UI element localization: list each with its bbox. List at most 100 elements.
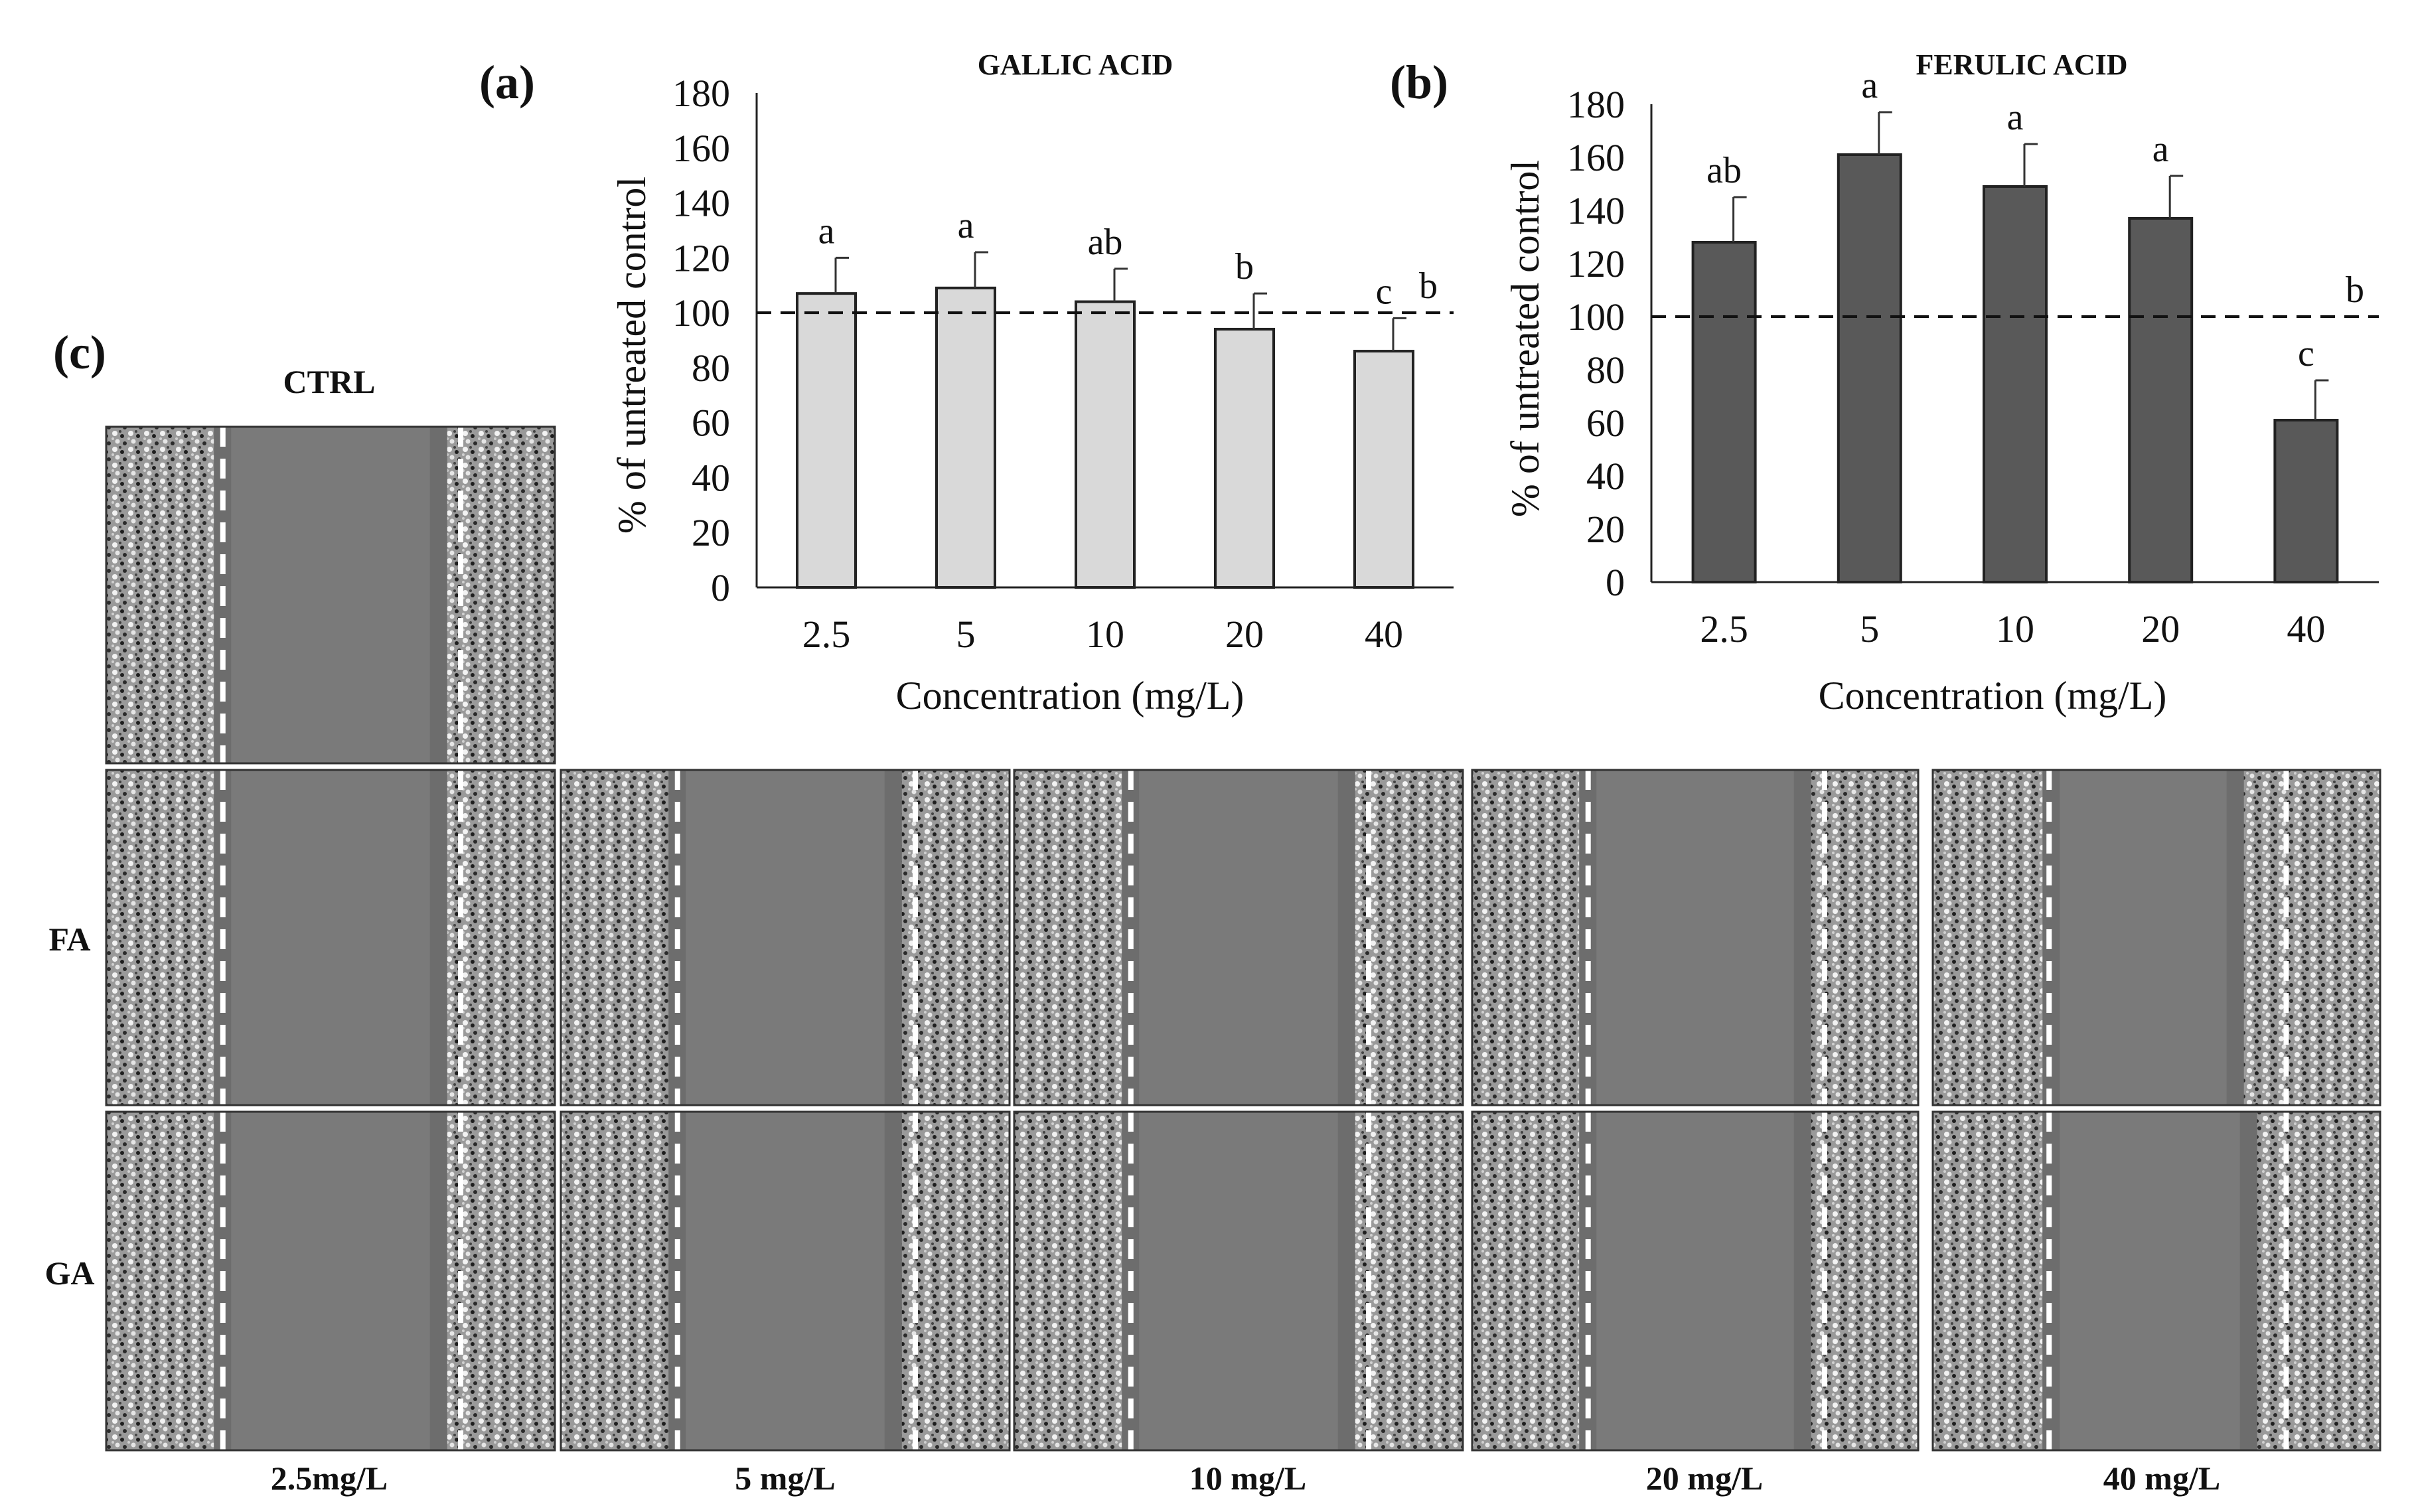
chart-b-significance-label: a	[1861, 65, 1878, 106]
col-label-10: 10 mg/L	[1189, 1460, 1306, 1497]
panel-b-label: (b)	[1390, 56, 1448, 109]
chart-a-ytick: 20	[692, 511, 730, 554]
chart-a-plot: 0 20 40 60 80 100 120 140 160 180 a 2.5 a 5 ab 10 b 20 c 40…	[672, 72, 1454, 656]
micrograph-frame	[1471, 769, 1920, 1106]
chart-a-significance-label: a	[958, 205, 974, 246]
row-label-ga: GA	[45, 1254, 95, 1292]
micrograph-frame	[1931, 769, 2381, 1106]
chart-a-ytick: 40	[692, 456, 730, 499]
chart-a-ylabel: % of untreated control	[610, 177, 654, 534]
chart-b-ytick: 120	[1567, 242, 1625, 285]
micrograph-ctrl	[105, 425, 556, 765]
chart-a-bar	[935, 286, 996, 589]
chart-b-significance-label: a	[2007, 97, 2024, 138]
chart-b-ytick: 160	[1567, 136, 1625, 179]
chart-a-significance-label: ab	[1088, 222, 1123, 263]
chart-b-bar	[1983, 185, 2048, 583]
chart-b-ytick: 80	[1586, 348, 1625, 392]
wound-edge	[429, 1112, 447, 1450]
micrograph-frame	[105, 1110, 556, 1452]
wound-gap	[214, 770, 447, 1105]
wound-gap	[668, 1112, 902, 1450]
chart-b-xtick: 5	[1860, 607, 1879, 650]
micrograph-frame	[560, 1110, 1011, 1452]
chart-a-ytick: 120	[672, 236, 730, 279]
col-label-40: 40 mg/L	[2103, 1460, 2220, 1497]
chart-b-ytick: 40	[1586, 455, 1625, 498]
chart-a-title: GALLIC ACID	[978, 48, 1173, 81]
wound-edge	[884, 770, 902, 1105]
chart-a-xlabel: Concentration (mg/L)	[896, 674, 1244, 718]
wound-gap	[1122, 1112, 1355, 1450]
chart-b-significance-label: c	[2298, 333, 2314, 374]
chart-a-ytick: 140	[672, 182, 730, 225]
chart-a-xtick: 2.5	[802, 613, 851, 656]
micrograph-grid	[105, 425, 2381, 1452]
chart-b-bar	[1837, 153, 1902, 583]
micrograph-ga-4	[1471, 1110, 1920, 1452]
wound-gap	[2042, 1112, 2257, 1450]
wound-gap	[214, 1112, 447, 1450]
chart-b-control-significance: b	[2346, 269, 2364, 311]
chart-a-ytick: 160	[672, 127, 730, 170]
col-label-2-5: 2.5mg/L	[271, 1460, 388, 1497]
panel-a-label: (a)	[479, 56, 535, 109]
chart-a-ytick: 100	[672, 291, 730, 335]
chart-b-xtick: 10	[1996, 607, 2034, 650]
chart-b-ytick: 140	[1567, 189, 1625, 232]
col-label-20: 20 mg/L	[1646, 1460, 1763, 1497]
chart-b-xtick: 20	[2141, 607, 2180, 650]
ctrl-label: CTRL	[283, 363, 376, 400]
wound-gap	[1579, 1112, 1811, 1450]
chart-b-ytick: 180	[1567, 83, 1625, 126]
micrograph-fa-5	[1931, 769, 2381, 1106]
micrograph-ga-1	[105, 1110, 556, 1452]
row-label-fa: FA	[49, 921, 91, 958]
chart-b-ylabel: % of untreated control	[1503, 160, 1547, 517]
chart-a-xtick: 40	[1365, 613, 1403, 656]
chart-b-xtick: 40	[2287, 607, 2325, 650]
chart-b-title: FERULIC ACID	[1916, 48, 2127, 81]
wound-edge	[1793, 770, 1811, 1105]
chart-b-significance-label: ab	[1706, 150, 1742, 191]
chart-a-bar	[1353, 350, 1414, 589]
wound-edge	[429, 427, 447, 763]
micrograph-frame	[105, 425, 556, 765]
wound-gap	[1579, 770, 1811, 1105]
chart-a-xtick: 5	[956, 613, 976, 656]
micrograph-fa-3	[1013, 769, 1464, 1106]
micrograph-frame	[1471, 1110, 1920, 1452]
chart-a-ytick: 0	[711, 566, 730, 609]
wound-edge	[1337, 1112, 1355, 1450]
wound-edge	[2239, 1112, 2257, 1450]
chart-b-xtick: 2.5	[1700, 607, 1748, 650]
wound-gap	[1122, 770, 1355, 1105]
chart-a-significance-label: c	[1376, 271, 1393, 312]
micrograph-ga-3	[1013, 1110, 1464, 1452]
wound-gap	[668, 770, 902, 1105]
micrograph-ga-5	[1931, 1110, 2381, 1452]
chart-b-ytick: 0	[1606, 561, 1625, 604]
wound-edge	[2226, 770, 2244, 1105]
chart-b-bar	[2128, 217, 2194, 583]
chart-b-plot: 0 20 40 60 80 100 120 140 160 180 ab 2.5 a 5 a 10 a 20 c 40…	[1567, 65, 2379, 650]
chart-a-bar	[796, 292, 857, 589]
wound-gap	[214, 427, 447, 763]
chart-b-ytick: 100	[1567, 295, 1625, 339]
micrograph-frame	[1013, 1110, 1464, 1452]
micrograph-frame	[560, 769, 1011, 1106]
micrograph-frame	[105, 769, 556, 1106]
chart-a-control-significance: b	[1419, 265, 1438, 307]
chart-a-xtick: 10	[1086, 613, 1124, 656]
chart-b-xlabel: Concentration (mg/L)	[1819, 674, 2167, 718]
chart-b-significance-label: a	[2152, 129, 2169, 170]
wound-edge	[884, 1112, 902, 1450]
wound-edge	[429, 770, 447, 1105]
chart-b-ytick: 20	[1586, 508, 1625, 551]
chart-b-bar	[2273, 419, 2339, 583]
chart-a-ytick: 180	[672, 72, 730, 115]
micrograph-fa-4	[1471, 769, 1920, 1106]
wound-edge	[1793, 1112, 1811, 1450]
micrograph-frame	[1013, 769, 1464, 1106]
chart-a-ytick: 80	[692, 346, 730, 390]
